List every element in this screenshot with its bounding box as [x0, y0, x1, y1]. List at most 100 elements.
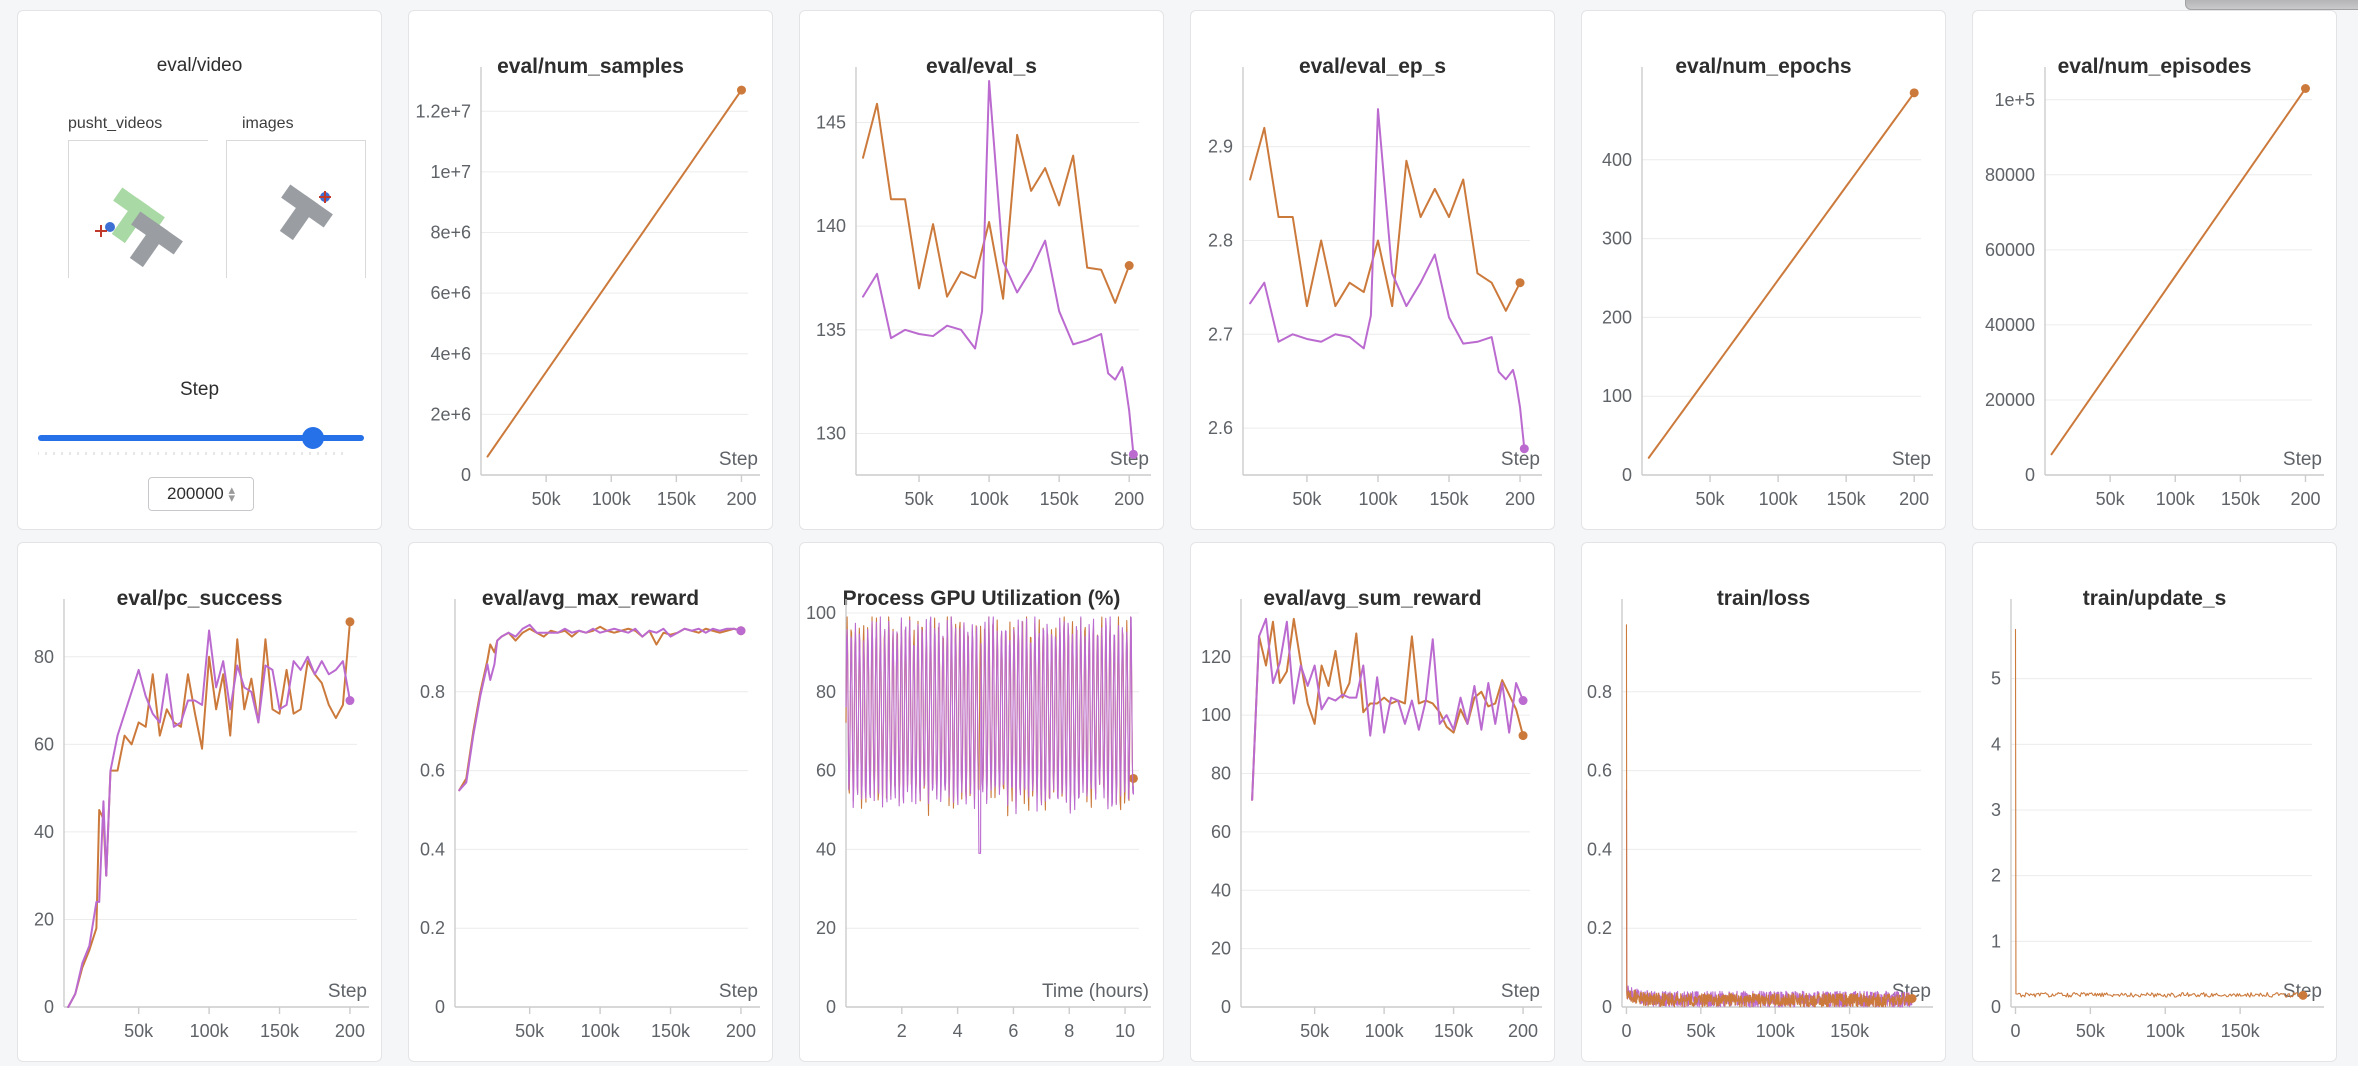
svg-text:8: 8 — [1064, 1021, 1074, 1041]
svg-text:200: 200 — [335, 1021, 365, 1041]
svg-text:100: 100 — [1201, 705, 1231, 725]
svg-text:100k: 100k — [2156, 489, 2196, 509]
svg-text:Step: Step — [1501, 449, 1540, 470]
svg-text:Time (hours): Time (hours) — [1042, 981, 1149, 1002]
svg-text:200: 200 — [2290, 489, 2320, 509]
svg-text:50k: 50k — [515, 1021, 545, 1041]
svg-text:50k: 50k — [1292, 489, 1322, 509]
svg-text:40000: 40000 — [1985, 315, 2035, 335]
svg-text:60: 60 — [1211, 822, 1231, 842]
svg-text:6e+6: 6e+6 — [430, 283, 471, 303]
svg-text:0: 0 — [435, 997, 445, 1017]
svg-text:4e+6: 4e+6 — [430, 344, 471, 364]
svg-text:140: 140 — [816, 216, 846, 236]
svg-text:200: 200 — [1508, 1021, 1538, 1041]
svg-text:150k: 150k — [260, 1021, 300, 1041]
svg-text:40: 40 — [1211, 880, 1231, 900]
svg-text:2: 2 — [1991, 866, 2001, 886]
svg-text:0.8: 0.8 — [420, 682, 445, 702]
svg-text:50k: 50k — [1696, 489, 1726, 509]
svg-text:0: 0 — [1991, 997, 2001, 1017]
svg-text:1.2e+7: 1.2e+7 — [415, 101, 471, 121]
svg-text:100k: 100k — [190, 1021, 230, 1041]
svg-text:60: 60 — [816, 761, 836, 781]
svg-text:Step: Step — [719, 981, 758, 1002]
svg-text:80: 80 — [816, 682, 836, 702]
svg-text:0.4: 0.4 — [1587, 839, 1612, 859]
svg-text:150k: 150k — [1429, 489, 1469, 509]
svg-text:0: 0 — [1602, 997, 1612, 1017]
svg-text:20000: 20000 — [1985, 390, 2035, 410]
svg-text:50k: 50k — [1300, 1021, 1330, 1041]
svg-text:150k: 150k — [1434, 1021, 1474, 1041]
svg-text:20: 20 — [816, 918, 836, 938]
svg-text:150k: 150k — [657, 489, 697, 509]
svg-text:2.6: 2.6 — [1208, 418, 1233, 438]
svg-text:145: 145 — [816, 112, 846, 132]
svg-text:20: 20 — [1211, 939, 1231, 959]
svg-text:200: 200 — [726, 1021, 756, 1041]
svg-text:100k: 100k — [1759, 489, 1799, 509]
svg-text:0.6: 0.6 — [420, 761, 445, 781]
svg-text:50k: 50k — [532, 489, 562, 509]
svg-text:0: 0 — [461, 465, 471, 485]
svg-text:0: 0 — [2025, 465, 2035, 485]
svg-text:0.2: 0.2 — [1587, 918, 1612, 938]
svg-text:200: 200 — [726, 489, 756, 509]
svg-text:Step: Step — [719, 449, 758, 470]
svg-text:300: 300 — [1602, 229, 1632, 249]
svg-text:100k: 100k — [970, 489, 1010, 509]
svg-text:Step: Step — [1892, 449, 1931, 470]
svg-text:80000: 80000 — [1985, 165, 2035, 185]
svg-text:0: 0 — [2010, 1021, 2020, 1041]
svg-text:6: 6 — [1008, 1021, 1018, 1041]
svg-text:4: 4 — [953, 1021, 963, 1041]
svg-text:100k: 100k — [2146, 1021, 2186, 1041]
svg-text:200: 200 — [1602, 307, 1632, 327]
svg-text:Step: Step — [2283, 449, 2322, 470]
svg-text:150k: 150k — [2221, 489, 2261, 509]
svg-text:0: 0 — [826, 997, 836, 1017]
svg-text:0: 0 — [44, 997, 54, 1017]
svg-text:2: 2 — [897, 1021, 907, 1041]
svg-text:150k: 150k — [651, 1021, 691, 1041]
svg-text:1e+5: 1e+5 — [1994, 90, 2035, 110]
svg-text:10: 10 — [1115, 1021, 1135, 1041]
svg-text:100: 100 — [1602, 386, 1632, 406]
svg-text:135: 135 — [816, 320, 846, 340]
svg-text:1: 1 — [1991, 931, 2001, 951]
svg-text:100k: 100k — [1358, 489, 1398, 509]
svg-text:0.8: 0.8 — [1587, 682, 1612, 702]
svg-text:400: 400 — [1602, 150, 1632, 170]
svg-text:Step: Step — [328, 981, 367, 1002]
svg-text:150k: 150k — [1040, 489, 1080, 509]
svg-text:2.7: 2.7 — [1208, 324, 1233, 344]
svg-text:100k: 100k — [1365, 1021, 1405, 1041]
svg-text:0.4: 0.4 — [420, 839, 445, 859]
svg-text:100k: 100k — [581, 1021, 621, 1041]
svg-text:0: 0 — [1621, 1021, 1631, 1041]
svg-text:5: 5 — [1991, 669, 2001, 689]
svg-text:60: 60 — [34, 734, 54, 754]
svg-text:80: 80 — [34, 647, 54, 667]
svg-text:50k: 50k — [2096, 489, 2126, 509]
svg-text:40: 40 — [34, 822, 54, 842]
svg-text:100k: 100k — [592, 489, 632, 509]
svg-text:50k: 50k — [905, 489, 935, 509]
svg-text:200: 200 — [1114, 489, 1144, 509]
svg-text:200: 200 — [1505, 489, 1535, 509]
svg-text:50k: 50k — [1686, 1021, 1716, 1041]
svg-text:120: 120 — [1201, 647, 1231, 667]
svg-text:Step: Step — [1501, 981, 1540, 1002]
svg-text:0.6: 0.6 — [1587, 761, 1612, 781]
svg-text:100: 100 — [806, 603, 836, 623]
svg-text:50k: 50k — [124, 1021, 154, 1041]
svg-text:3: 3 — [1991, 800, 2001, 820]
svg-text:20: 20 — [34, 909, 54, 929]
svg-text:50k: 50k — [2076, 1021, 2106, 1041]
svg-text:150k: 150k — [1830, 1021, 1870, 1041]
svg-text:8e+6: 8e+6 — [430, 223, 471, 243]
svg-text:40: 40 — [816, 839, 836, 859]
svg-text:4: 4 — [1991, 734, 2001, 754]
svg-text:2.9: 2.9 — [1208, 137, 1233, 157]
